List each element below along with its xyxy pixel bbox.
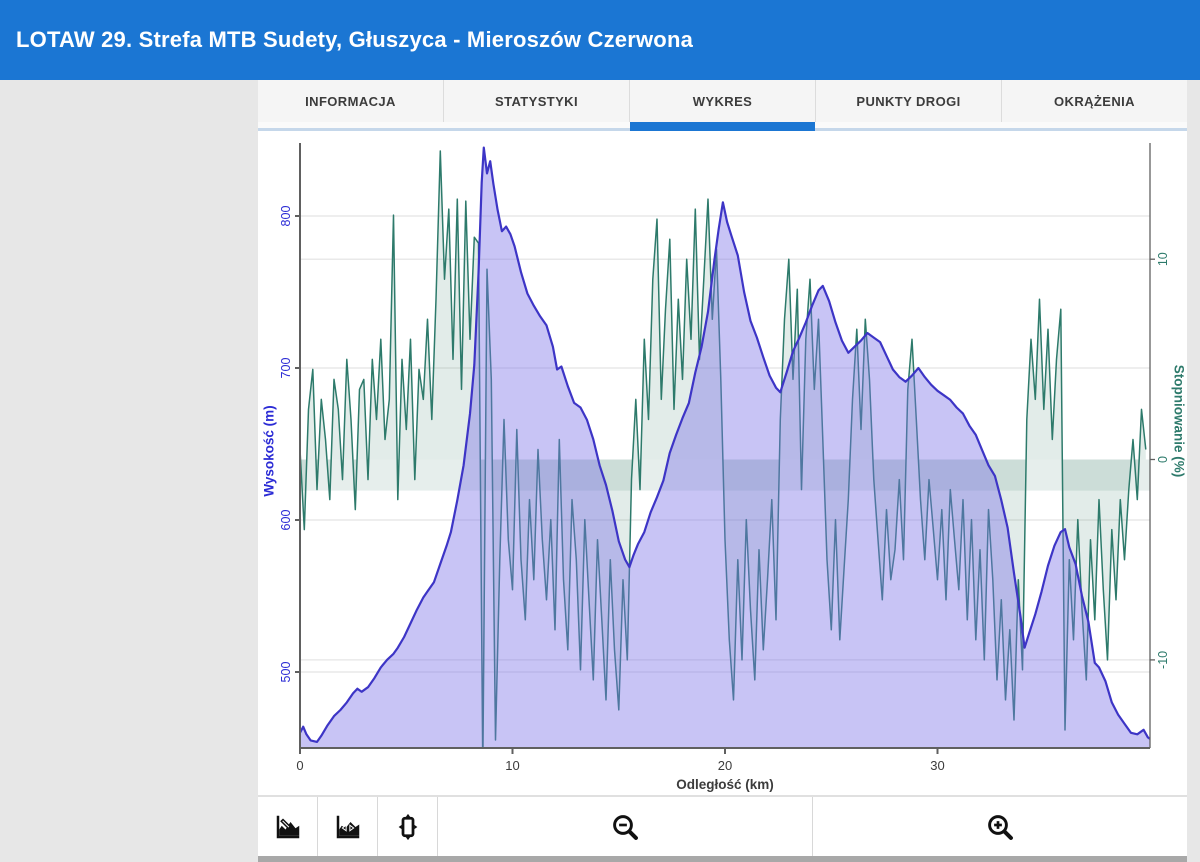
left-axis-tick-label: 600 (279, 510, 293, 531)
elevation-series (300, 146, 1150, 748)
right-axis-tick-label: -10 (1156, 651, 1170, 669)
tab-underline-row (258, 122, 1187, 131)
x-axis-tick-label: 10 (505, 758, 519, 773)
elevation-mode-button[interactable] (258, 797, 318, 856)
zoom-in-icon (984, 811, 1016, 843)
elevation-fit-icon (333, 812, 363, 842)
elevation-mode-icon (273, 812, 303, 842)
tab-punkty-drogi[interactable]: PUNKTY DROGI (816, 80, 1002, 122)
x-axis-tick-label: 0 (296, 758, 303, 773)
zero-grade-band (300, 459, 1150, 491)
zoom-in-button[interactable] (813, 797, 1187, 856)
bottom-edge (258, 856, 1187, 862)
zoom-out-icon (609, 811, 641, 843)
grade-series (300, 150, 1147, 748)
left-axis-tick-label: 500 (279, 662, 293, 683)
tab-underline (1001, 122, 1187, 131)
page-title: LOTAW 29. Strefa MTB Sudety, Głuszyca - … (16, 27, 694, 52)
tab-bar: INFORMACJA STATYSTYKI WYKRES PUNKTY DROG… (258, 80, 1187, 122)
right-axis-tick-label: 10 (1156, 252, 1170, 266)
tab-statystyki[interactable]: STATYSTYKI (444, 80, 630, 122)
left-axis-title: Wysokość (m) (262, 405, 277, 496)
chart-toolbar (258, 795, 1187, 856)
orientation-button[interactable] (378, 797, 438, 856)
zoom-out-button[interactable] (438, 797, 813, 856)
right-axis-title: Stopniowanie (%) (1172, 365, 1187, 478)
main-panel: INFORMACJA STATYSTYKI WYKRES PUNKTY DROG… (258, 80, 1187, 862)
left-axis-tick-label: 800 (279, 206, 293, 227)
tab-underline (443, 122, 630, 131)
x-axis-title: Odległość (km) (676, 777, 774, 792)
tab-okrazenia[interactable]: OKRĄŻENIA (1054, 93, 1135, 109)
x-axis-tick-label: 20 (718, 758, 732, 773)
tab-wykres[interactable]: WYKRES (630, 80, 816, 122)
left-axis-tick-label: 700 (279, 358, 293, 379)
orientation-icon (393, 812, 423, 842)
elevation-chart-svg[interactable]: 500 600 700 800 -10 0 10 0 10 20 30 Odległość (km) W… (258, 131, 1187, 795)
app-header: LOTAW 29. Strefa MTB Sudety, Głuszyca - … (0, 0, 1200, 80)
elevation-fit-button[interactable] (318, 797, 378, 856)
tab-informacja[interactable]: INFORMACJA (258, 80, 444, 122)
active-tab-underline (629, 122, 816, 131)
x-axis-tick-label: 30 (930, 758, 944, 773)
tab-underline (815, 122, 1002, 131)
tab-underline (258, 122, 444, 131)
right-axis-tick-label: 0 (1156, 456, 1170, 463)
chart-card: 500 600 700 800 -10 0 10 0 10 20 30 Odległość (km) W… (258, 131, 1187, 795)
